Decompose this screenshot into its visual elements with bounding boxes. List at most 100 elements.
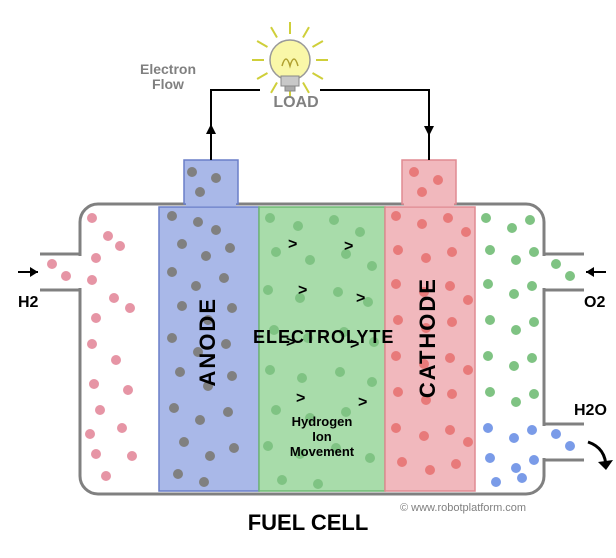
particle-dot: [393, 315, 403, 325]
particle-dot: [391, 211, 401, 221]
particle-dot: [95, 405, 105, 415]
particle-dot: [433, 175, 443, 185]
particle-dot: [125, 303, 135, 313]
particle-dot: [211, 225, 221, 235]
h2-label: H2: [18, 294, 38, 312]
particle-dot: [551, 259, 561, 269]
particle-dot: [187, 167, 197, 177]
particle-dot: [329, 215, 339, 225]
particle-dot: [205, 451, 215, 461]
particle-dot: [195, 187, 205, 197]
particle-dot: [463, 437, 473, 447]
particle-dot: [263, 285, 273, 295]
particle-dot: [393, 245, 403, 255]
particle-dot: [87, 339, 97, 349]
particle-dot: [127, 451, 137, 461]
particle-dot: [445, 425, 455, 435]
particle-dot: [451, 459, 461, 469]
particle-dot: [297, 373, 307, 383]
particle-dot: [333, 287, 343, 297]
particle-dot: [425, 465, 435, 475]
chevron-icon: >: [358, 394, 367, 412]
particle-dot: [227, 371, 237, 381]
particle-dot: [293, 221, 303, 231]
particle-dot: [367, 261, 377, 271]
h2o-label: H2O: [574, 402, 607, 420]
particle-dot: [529, 247, 539, 257]
particle-dot: [271, 405, 281, 415]
particle-dot: [511, 325, 521, 335]
particle-dot: [483, 351, 493, 361]
electrolyte-label: ELECTROLYTE: [253, 327, 391, 348]
particle-dot: [461, 227, 471, 237]
particle-dot: [417, 187, 427, 197]
particle-dot: [313, 479, 323, 489]
particle-dot: [115, 241, 125, 251]
particle-dot: [481, 213, 491, 223]
particle-dot: [565, 441, 575, 451]
particle-dot: [61, 271, 71, 281]
anode-label: ANODE: [195, 297, 221, 386]
particle-dot: [409, 167, 419, 177]
particle-dot: [447, 389, 457, 399]
chevron-icon: >: [344, 238, 353, 256]
particle-dot: [179, 437, 189, 447]
particle-dot: [445, 281, 455, 291]
chevron-icon: >: [298, 282, 307, 300]
o2-label: O2: [584, 294, 605, 312]
particle-dot: [219, 273, 229, 283]
chevron-icon: >: [288, 236, 297, 254]
particle-dot: [167, 333, 177, 343]
particle-dot: [391, 351, 401, 361]
particle-dot: [87, 213, 97, 223]
particle-dot: [485, 453, 495, 463]
particle-dot: [47, 259, 57, 269]
particle-dot: [511, 255, 521, 265]
particle-dot: [507, 223, 517, 233]
particle-dot: [167, 211, 177, 221]
particle-dot: [447, 247, 457, 257]
particle-dot: [201, 251, 211, 261]
particle-dot: [227, 303, 237, 313]
particle-dot: [221, 339, 231, 349]
chevron-icon: >: [356, 290, 365, 308]
particle-dot: [103, 231, 113, 241]
particle-dot: [265, 365, 275, 375]
particle-dot: [509, 433, 519, 443]
particle-dot: [167, 267, 177, 277]
particle-dot: [199, 477, 209, 487]
particle-dot: [517, 473, 527, 483]
particle-dot: [109, 293, 119, 303]
source-watermark: © www.robotplatform.com: [400, 502, 526, 514]
particle-dot: [117, 423, 127, 433]
particle-dot: [191, 281, 201, 291]
particle-dot: [211, 173, 221, 183]
particle-dot: [85, 429, 95, 439]
particle-dot: [485, 387, 495, 397]
particle-dot: [123, 385, 133, 395]
particle-dot: [229, 443, 239, 453]
particle-dot: [529, 317, 539, 327]
load-label: LOAD: [266, 94, 326, 112]
particle-dot: [89, 379, 99, 389]
particle-dot: [485, 315, 495, 325]
particle-dot: [91, 253, 101, 263]
particle-dot: [527, 281, 537, 291]
particle-dot: [525, 215, 535, 225]
particle-dot: [551, 429, 561, 439]
cathode-label: CATHODE: [415, 277, 441, 398]
particle-dot: [195, 415, 205, 425]
particle-dot: [529, 455, 539, 465]
particle-dot: [511, 397, 521, 407]
particle-dot: [463, 295, 473, 305]
particle-dot: [177, 239, 187, 249]
particle-dot: [177, 301, 187, 311]
particle-dot: [443, 213, 453, 223]
chevron-icon: >: [296, 390, 305, 408]
particle-dot: [527, 425, 537, 435]
hydrogen-ion-label: HydrogenIonMovement: [275, 415, 369, 460]
particle-dot: [565, 271, 575, 281]
particle-dot: [169, 403, 179, 413]
particle-dot: [271, 247, 281, 257]
particle-dot: [527, 353, 537, 363]
